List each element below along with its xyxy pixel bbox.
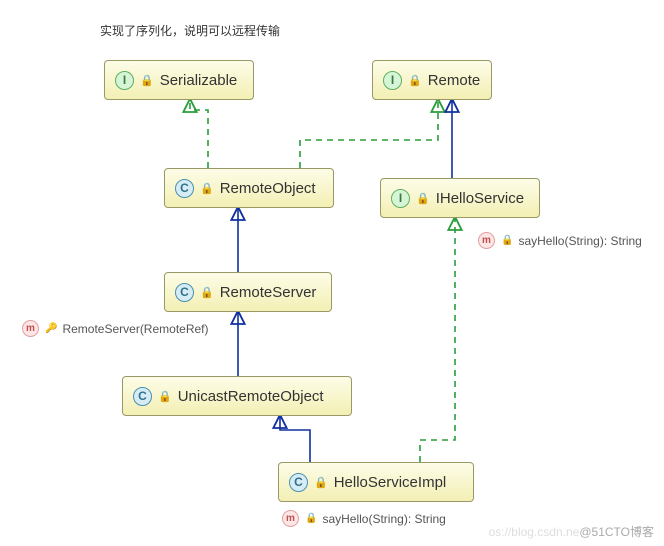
method-icon: m [478,232,495,249]
class-icon: C [175,179,194,198]
node-label: IHelloService [436,190,524,207]
lock-icon: 🔒 [200,182,214,195]
lock-icon: 🔒 [314,476,328,489]
modifier-icon: 🔒 [501,235,513,246]
lock-icon: 🔒 [158,390,172,403]
edge-hsi-uro [280,416,310,462]
edge-ro-rem [300,100,438,168]
edge-hsi-ihs [420,218,455,462]
interface-icon: I [391,189,410,208]
node-remote: I 🔒 Remote [372,60,492,100]
method-icon: m [22,320,39,337]
watermark-faint: os://blog.csdn.ne [489,525,580,539]
node-label: Remote [428,72,481,89]
node-serializable: I 🔒 Serializable [104,60,254,100]
method-label: RemoteServer(RemoteRef) [62,322,208,336]
method-sayHello1: m 🔒 sayHello(String): String [478,232,642,249]
node-label: RemoteObject [220,180,316,197]
modifier-icon: 🔑 [45,323,57,334]
node-label: RemoteServer [220,284,317,301]
method-label: sayHello(String): String [322,512,445,526]
node-unicast: C 🔒 UnicastRemoteObject [122,376,352,416]
interface-icon: I [115,71,134,90]
interface-icon: I [383,71,402,90]
class-icon: C [289,473,308,492]
modifier-icon: 🔒 [305,513,317,524]
method-icon: m [282,510,299,527]
lock-icon: 🔒 [408,74,422,87]
class-icon: C [133,387,152,406]
class-icon: C [175,283,194,302]
node-helloImpl: C 🔒 HelloServiceImpl [278,462,474,502]
node-label: UnicastRemoteObject [178,388,324,405]
method-remoteCtor: m 🔑 RemoteServer(RemoteRef) [22,320,209,337]
lock-icon: 🔒 [200,286,214,299]
watermark-main: @51CTO博客 [579,525,654,539]
watermark: os://blog.csdn.ne@51CTO博客 [489,523,654,540]
node-label: HelloServiceImpl [334,474,447,491]
method-label: sayHello(String): String [518,234,641,248]
node-ihelloService: I 🔒 IHelloService [380,178,540,218]
node-remoteObject: C 🔒 RemoteObject [164,168,334,208]
lock-icon: 🔒 [416,192,430,205]
edge-ro-ser [190,100,208,168]
node-remoteServer: C 🔒 RemoteServer [164,272,332,312]
method-sayHello2: m 🔒 sayHello(String): String [282,510,446,527]
node-label: Serializable [160,72,238,89]
diagram-caption: 实现了序列化，说明可以远程传输 [100,22,280,39]
lock-icon: 🔒 [140,74,154,87]
